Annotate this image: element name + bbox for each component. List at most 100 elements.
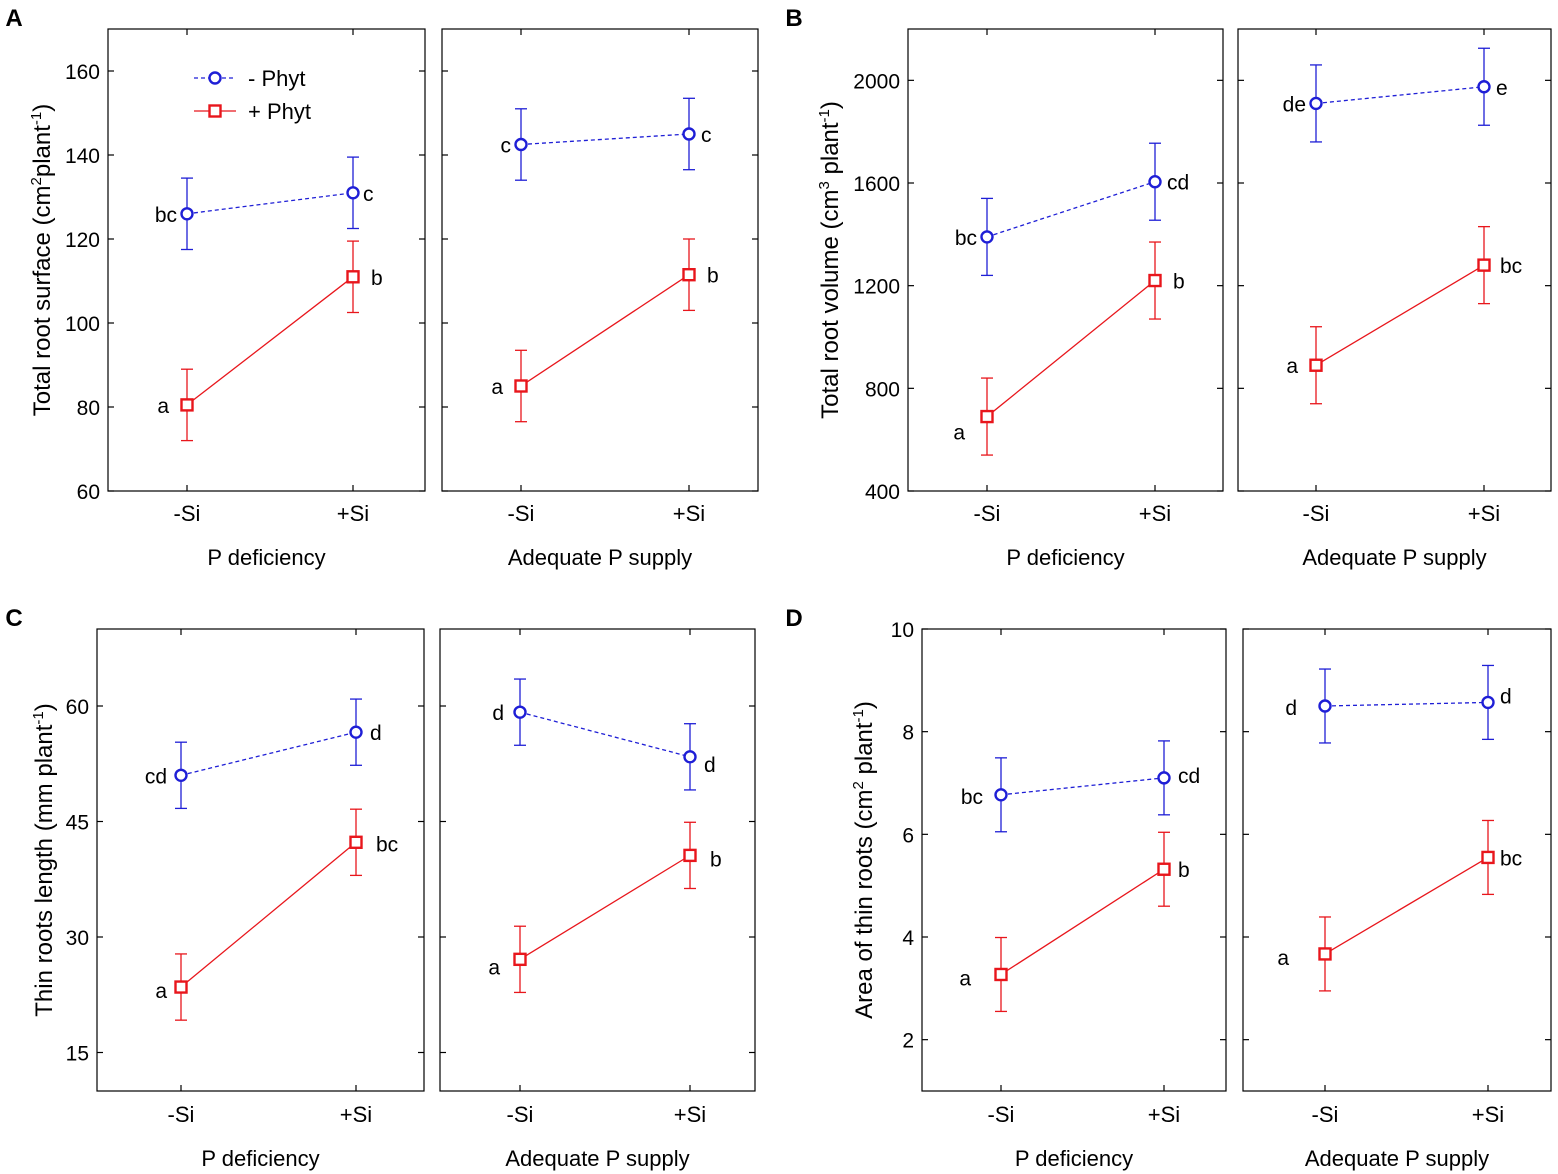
group-label: Adequate P supply bbox=[1302, 545, 1486, 570]
y-tick-label: 400 bbox=[865, 481, 900, 504]
y-axis-label: Total root surface (cm2plant-1) bbox=[28, 104, 56, 416]
panel-letter: C bbox=[5, 605, 22, 632]
significance-letter: de bbox=[1283, 93, 1306, 116]
y-tick-label: 15 bbox=[66, 1043, 89, 1066]
group-label: Adequate P supply bbox=[1305, 1146, 1489, 1171]
y-tick-label: 1200 bbox=[853, 276, 900, 299]
y-axis-label: Total root volume (cm3 plant-1) bbox=[816, 101, 844, 419]
x-tick-label: -Si bbox=[508, 501, 535, 526]
x-tick-label: +Si bbox=[1139, 501, 1171, 526]
data-point-plus-phyt bbox=[346, 270, 360, 284]
subplot-1: 2 4 6 8 10 -Si +Si P deficiency bc cd a b bbox=[891, 619, 1227, 1171]
y-axis-label-superscript: 3 bbox=[816, 181, 833, 189]
y-axis-label-part: Area of thin roots (cm bbox=[851, 789, 878, 1018]
subplot-1: 400 800 1200 1600 2000 -Si +Si P deficiency bc cd… bbox=[853, 28, 1224, 570]
y-axis-label-part: ) bbox=[31, 703, 58, 711]
y-tick-label: 80 bbox=[77, 397, 100, 420]
y-axis-label-part: ) bbox=[29, 104, 56, 112]
significance-letter: a bbox=[488, 956, 500, 979]
y-axis-label-superscript: 2 bbox=[850, 781, 867, 789]
y-axis-label-part: plant bbox=[29, 125, 56, 177]
group-label: Adequate P supply bbox=[508, 545, 692, 570]
significance-letter: a bbox=[953, 422, 965, 445]
y-axis-label-part: plant bbox=[817, 122, 844, 181]
x-tick-label: -Si bbox=[988, 1102, 1015, 1127]
significance-letter: a bbox=[1286, 355, 1298, 378]
significance-letter: c bbox=[501, 135, 512, 158]
x-tick-label: +Si bbox=[1472, 1102, 1504, 1127]
plot-frame bbox=[1237, 28, 1552, 492]
plot-frame bbox=[907, 28, 1224, 492]
panel-A: A Total root surface (cm2plant-1) 60 80 100 1… bbox=[5, 5, 759, 570]
x-tick-label: -Si bbox=[507, 1102, 534, 1127]
group-label: P deficiency bbox=[1015, 1146, 1133, 1171]
data-point-minus-phyt bbox=[682, 127, 696, 141]
y-axis-label-part: ) bbox=[817, 101, 844, 109]
x-tick-label: -Si bbox=[1312, 1102, 1339, 1127]
subplot-1: 15 30 45 60 -Si +Si P deficiency cd d a bc bbox=[66, 628, 425, 1171]
significance-letter: bc bbox=[155, 204, 177, 227]
data-point-plus-phyt bbox=[1148, 273, 1162, 288]
group-label: P deficiency bbox=[201, 1146, 319, 1171]
series-line-minus-phyt bbox=[1000, 777, 1165, 796]
data-point-plus-phyt bbox=[980, 409, 994, 424]
y-tick-label: 45 bbox=[66, 812, 89, 835]
x-tick-label: +Si bbox=[1148, 1102, 1180, 1127]
series-line-minus-phyt bbox=[180, 731, 357, 776]
series-line-plus-phyt bbox=[519, 854, 691, 960]
data-point-plus-phyt bbox=[513, 952, 527, 967]
data-point-minus-phyt bbox=[346, 186, 360, 200]
significance-letter: d bbox=[492, 702, 504, 725]
series-line-minus-phyt bbox=[986, 181, 1156, 238]
data-point-plus-phyt bbox=[1481, 850, 1495, 865]
panel-C: C Thin roots length (mm plant-1) 15 30 45 60 -… bbox=[5, 605, 756, 1171]
group-label: P deficiency bbox=[1006, 545, 1124, 570]
subplot-1: 60 80 100 120 140 160 -Si +Si P deficiency bc c a b bbox=[65, 28, 426, 570]
data-point-plus-phyt bbox=[349, 835, 363, 849]
y-axis-label-part: Total root surface (cm bbox=[29, 185, 56, 416]
y-tick-label: 120 bbox=[65, 229, 100, 252]
legend-square-marker bbox=[208, 104, 222, 118]
subplot-2: -Si +Si Adequate P supply c c a b bbox=[441, 28, 759, 570]
x-tick-label: -Si bbox=[174, 501, 201, 526]
data-point-plus-phyt bbox=[683, 848, 697, 863]
data-point-minus-phyt bbox=[683, 750, 697, 764]
plot-frame bbox=[441, 28, 759, 492]
significance-letter: b bbox=[707, 265, 719, 288]
data-point-minus-phyt bbox=[1481, 695, 1495, 710]
y-tick-label: 2 bbox=[902, 1030, 914, 1053]
x-tick-label: +Si bbox=[337, 501, 369, 526]
series-line-plus-phyt bbox=[1315, 264, 1485, 366]
significance-letter: a bbox=[155, 980, 167, 1003]
y-tick-label: 60 bbox=[66, 696, 89, 719]
significance-letter: c bbox=[363, 183, 374, 206]
y-tick-label: 4 bbox=[902, 927, 914, 950]
significance-letter: a bbox=[959, 967, 971, 990]
data-point-minus-phyt bbox=[174, 768, 188, 782]
plot-frame bbox=[439, 628, 756, 1092]
data-point-plus-phyt bbox=[682, 268, 696, 282]
x-tick-label: -Si bbox=[1303, 501, 1330, 526]
data-point-minus-phyt bbox=[1318, 699, 1332, 713]
significance-letter: bc bbox=[1500, 255, 1522, 278]
group-label: Adequate P supply bbox=[505, 1146, 689, 1171]
series-line-minus-phyt bbox=[519, 711, 691, 758]
y-axis-label-part: Thin roots length (mm plant bbox=[31, 724, 58, 1016]
significance-letter: bc bbox=[961, 786, 983, 809]
y-tick-label: 6 bbox=[902, 824, 914, 847]
significance-letter: b bbox=[1173, 271, 1185, 294]
significance-letter: cd bbox=[1178, 765, 1200, 788]
significance-letter: d bbox=[1285, 697, 1297, 720]
data-point-minus-phyt bbox=[1157, 771, 1171, 785]
significance-letter: e bbox=[1496, 77, 1508, 100]
y-axis-label-superscript: 2 bbox=[28, 177, 45, 185]
data-point-plus-phyt bbox=[1157, 862, 1171, 876]
series-line-plus-phyt bbox=[186, 276, 354, 406]
y-tick-label: 2000 bbox=[853, 70, 900, 93]
y-tick-label: 100 bbox=[65, 313, 100, 336]
series-line-plus-phyt bbox=[1000, 868, 1165, 976]
significance-letter: b bbox=[371, 267, 383, 290]
data-point-plus-phyt bbox=[514, 379, 528, 393]
